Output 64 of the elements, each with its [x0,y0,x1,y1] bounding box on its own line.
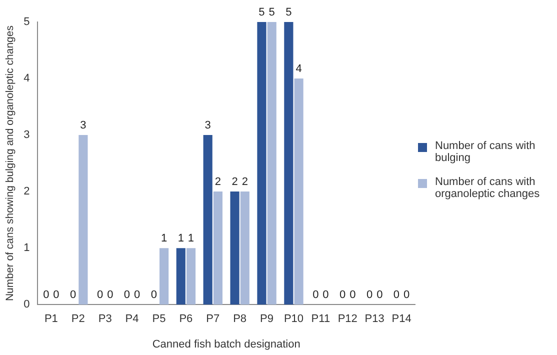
data-label: 0 [134,289,140,302]
data-label: 0 [393,289,400,302]
y-tick-label: 3 [24,129,30,142]
bar [186,248,196,305]
y-tick-label: 1 [24,242,30,254]
data-label: 1 [178,232,184,245]
legend-label: Number of cans with organoleptic changes [435,176,541,200]
y-axis-title: Number of cans showing bulging and organoleptic changes [4,26,16,302]
data-label: 2 [242,176,248,188]
y-tick-label: 0 [24,298,30,311]
x-tick-label: P2 [71,313,85,326]
data-label: 3 [80,120,86,132]
bar [257,22,266,305]
x-tick-label: P13 [364,313,384,326]
data-label: 2 [232,176,238,188]
bar [213,192,222,305]
bar [230,192,240,305]
bar [203,135,212,305]
x-tick-label: P7 [206,313,220,326]
data-label: 5 [268,6,275,19]
x-tick-label: P10 [284,313,304,326]
data-label: 0 [53,289,60,302]
data-label: 0 [322,289,329,302]
data-label: 5 [258,6,265,19]
y-tick-label: 5 [24,16,30,28]
y-tick-label: 4 [24,72,30,85]
legend-label: Number of cans with bulging [435,140,536,164]
bar [159,248,169,305]
x-axis-title: Canned fish batch designation [152,338,300,350]
bar [176,248,186,305]
data-label: 5 [286,6,292,19]
data-label: 0 [70,289,76,302]
data-label: 4 [296,63,302,76]
bar [240,192,250,305]
bar [284,22,294,305]
x-tick-label: P8 [233,313,247,326]
data-label: 0 [150,289,157,302]
bar [294,78,304,305]
data-label: 0 [43,289,50,302]
x-tick-label: P1 [44,313,58,326]
x-tick-label: P12 [338,313,358,326]
x-tick-label: P5 [152,313,166,326]
x-tick-label: P14 [392,313,412,326]
data-label: 1 [188,232,194,245]
bar [267,22,276,305]
data-label: 0 [376,289,383,302]
bar [78,135,88,305]
data-label: 0 [350,289,356,302]
data-label: 3 [204,120,211,132]
x-tick-label: P11 [311,313,330,326]
data-label: 0 [366,289,373,302]
data-label: 0 [404,289,410,302]
x-tick-label: P4 [125,313,139,326]
data-label: 0 [96,289,104,302]
x-tick-label: P6 [179,313,193,326]
data-label: 0 [312,289,319,302]
data-label: 2 [214,176,221,188]
x-tick-label: P9 [260,313,274,326]
x-tick-label: P3 [98,313,112,326]
data-label: 1 [160,232,168,245]
y-tick-label: 2 [24,186,30,198]
data-label: 0 [124,289,130,302]
data-label: 0 [340,289,346,302]
data-label: 0 [107,289,114,302]
